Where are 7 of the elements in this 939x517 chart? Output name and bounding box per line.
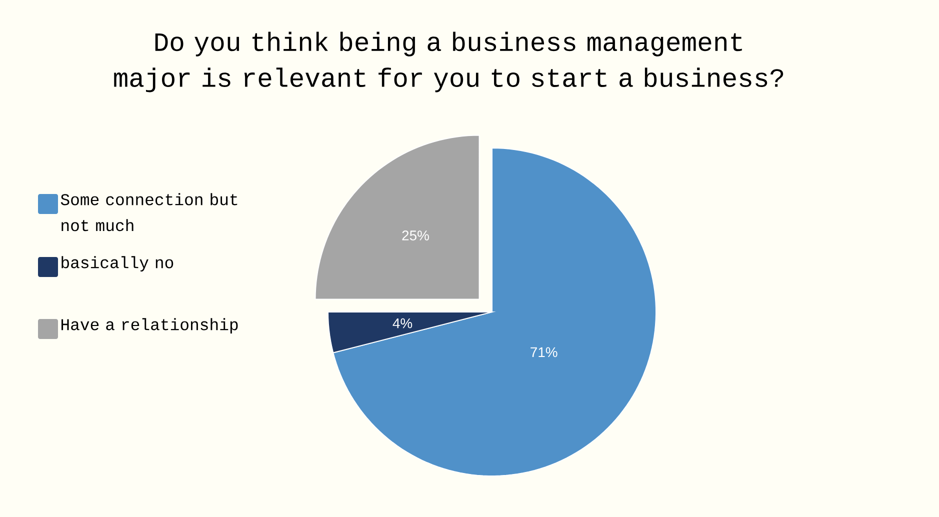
data-label: 71%	[530, 347, 558, 358]
data-label: 25%	[402, 230, 429, 240]
legend-label: Have a relationship	[62, 318, 238, 334]
data-label: 4%	[392, 318, 412, 328]
legend-label: Some connection but not much	[60, 193, 238, 232]
chart-title: Do you think being a business management major is relevant for you to start a business?	[114, 32, 784, 92]
legend-label: basically no	[62, 256, 174, 272]
